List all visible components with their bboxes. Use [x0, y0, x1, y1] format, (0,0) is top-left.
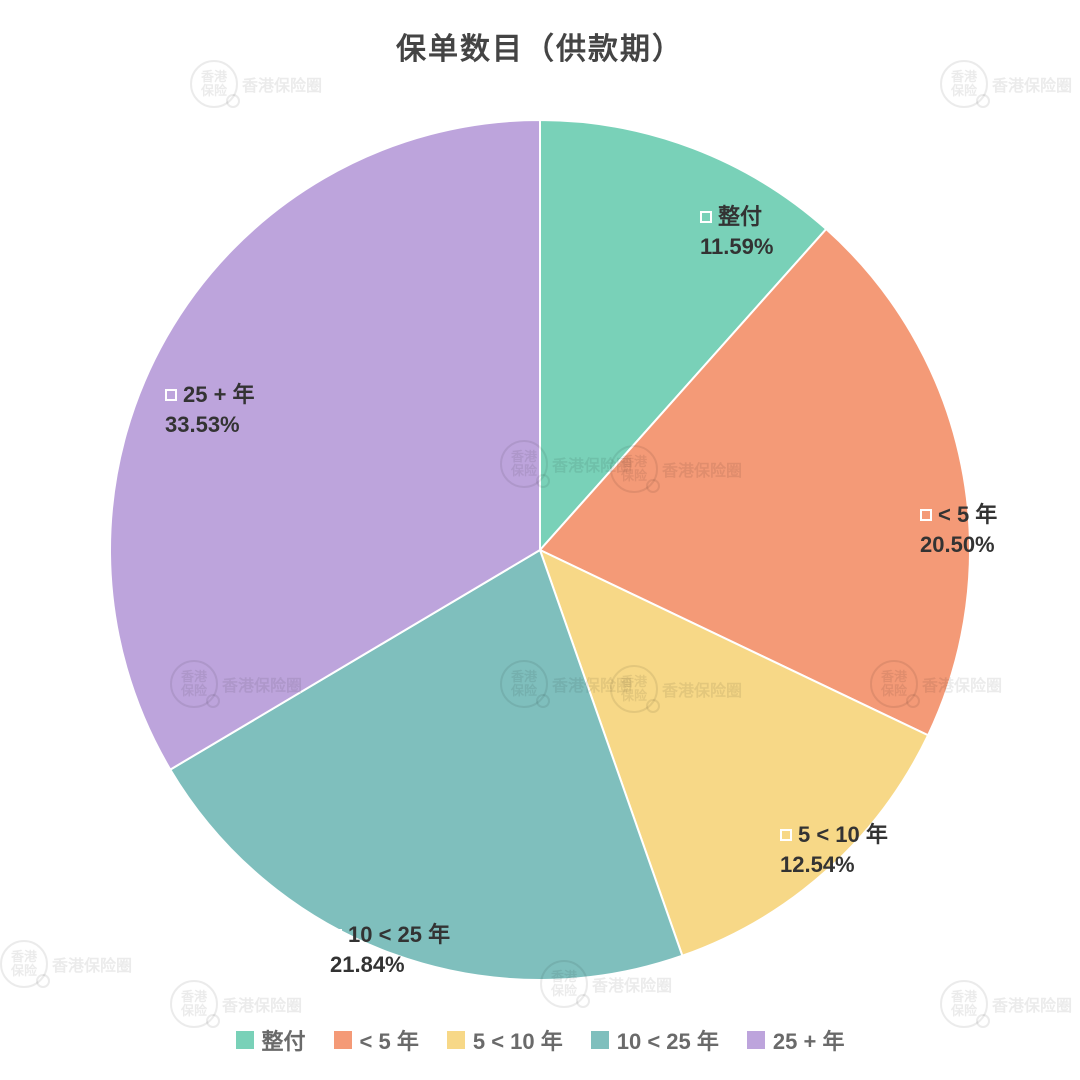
- legend-label: 25 + 年: [773, 1024, 845, 1056]
- legend-item: < 5 年: [334, 1024, 419, 1056]
- slice-label-25plus: 25 + 年 33.53%: [165, 380, 255, 439]
- legend-label: 10 < 25 年: [617, 1024, 719, 1056]
- slice-name: < 5 年: [938, 502, 997, 527]
- legend: 整付 < 5 年 5 < 10 年 10 < 25 年 25 + 年: [0, 1024, 1080, 1056]
- legend-item: 25 + 年: [747, 1024, 845, 1056]
- slice-name: 整付: [718, 204, 762, 229]
- square-icon: [330, 929, 342, 941]
- slice-pct: 12.54%: [780, 852, 855, 877]
- slice-pct: 11.59%: [700, 234, 773, 259]
- slice-name: 25 + 年: [183, 382, 255, 407]
- square-icon: [700, 211, 712, 223]
- legend-item: 整付: [236, 1024, 306, 1056]
- legend-swatch-icon: [236, 1031, 254, 1049]
- chart-title: 保单数目（供款期）: [0, 24, 1080, 68]
- legend-swatch-icon: [334, 1031, 352, 1049]
- slice-label-lump: 整付 11.59%: [700, 202, 773, 261]
- slice-name: 5 < 10 年: [798, 822, 888, 847]
- square-icon: [920, 509, 932, 521]
- legend-label: < 5 年: [360, 1024, 419, 1056]
- legend-swatch-icon: [747, 1031, 765, 1049]
- pie-svg: [0, 70, 1080, 1010]
- legend-label: 5 < 10 年: [473, 1024, 563, 1056]
- slice-label-10to25: 10 < 25 年 21.84%: [330, 920, 450, 979]
- pie-chart: 整付 11.59% < 5 年 20.50% 5 < 10 年 12.54% 10 < 25…: [0, 70, 1080, 1010]
- legend-item: 10 < 25 年: [591, 1024, 719, 1056]
- slice-pct: 33.53%: [165, 412, 240, 437]
- slice-pct: 20.50%: [920, 532, 995, 557]
- slice-label-5to10: 5 < 10 年 12.54%: [780, 820, 888, 879]
- legend-item: 5 < 10 年: [447, 1024, 563, 1056]
- square-icon: [780, 829, 792, 841]
- slice-label-lt5: < 5 年 20.50%: [920, 500, 997, 559]
- legend-label: 整付: [262, 1024, 306, 1056]
- slice-name: 10 < 25 年: [348, 922, 450, 947]
- square-icon: [165, 389, 177, 401]
- legend-swatch-icon: [591, 1031, 609, 1049]
- legend-swatch-icon: [447, 1031, 465, 1049]
- slice-pct: 21.84%: [330, 952, 405, 977]
